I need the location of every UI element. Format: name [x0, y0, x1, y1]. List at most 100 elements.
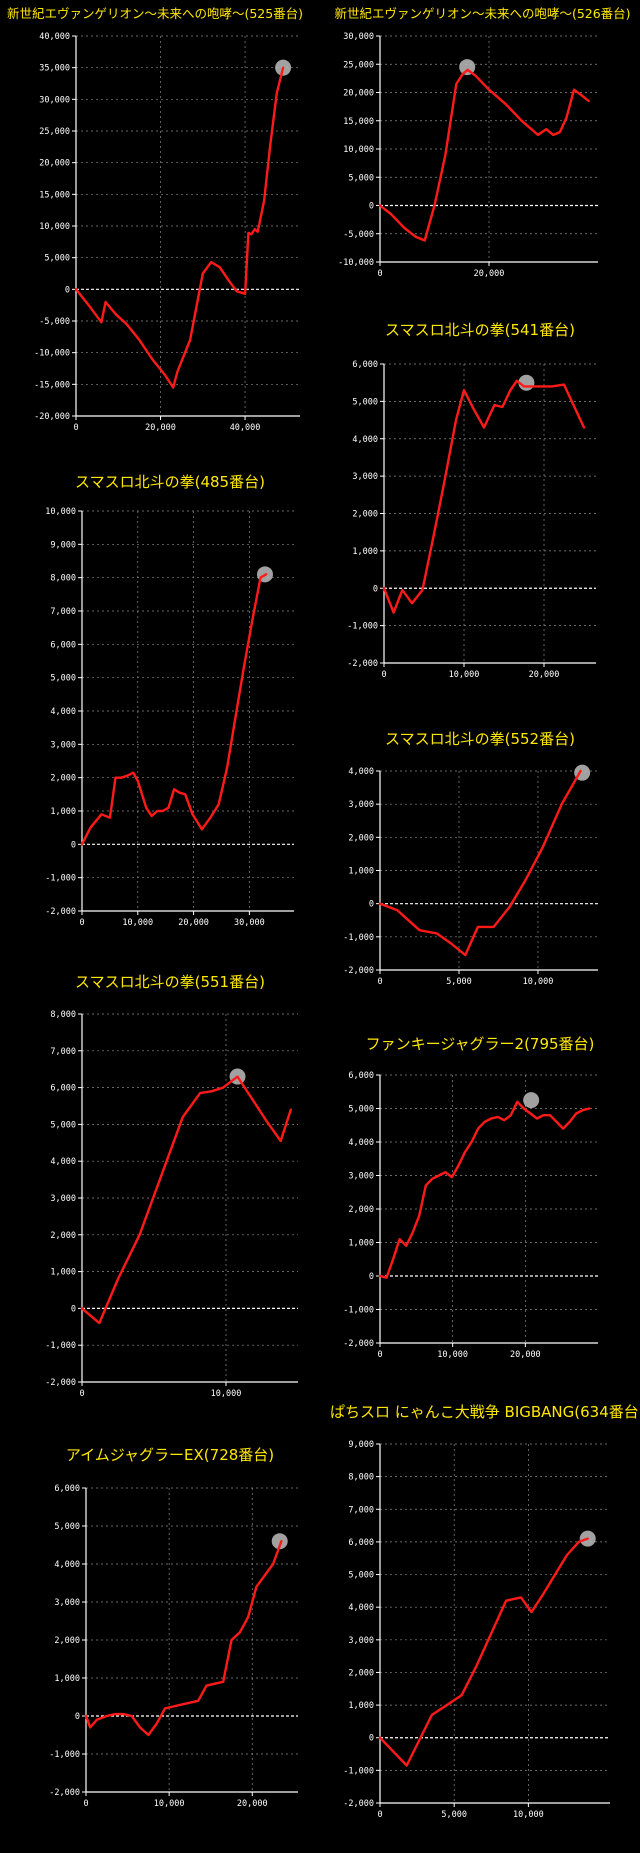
y-tick-label: 0 [373, 584, 378, 594]
series-line [80, 573, 268, 846]
y-tick-label: 1,000 [348, 1701, 374, 1711]
y-tick-label: 2,000 [348, 1668, 374, 1678]
y-tick-label: 0 [369, 1734, 374, 1744]
x-tick-label: 0 [377, 1350, 382, 1360]
y-tick-label: 6,000 [352, 360, 378, 370]
y-tick-label: 10,000 [45, 507, 76, 517]
y-tick-label: 1,000 [50, 807, 76, 817]
x-tick-label: 10,000 [513, 1810, 544, 1820]
x-tick-label: 0 [79, 918, 84, 928]
x-tick-label: 10,000 [437, 1350, 468, 1360]
y-tick-label: 0 [65, 285, 70, 295]
y-tick-label: 0 [369, 202, 374, 212]
y-tick-label: 2,000 [348, 833, 374, 843]
y-tick-label: -2,000 [343, 1799, 374, 1809]
x-tick-label: 10,000 [449, 670, 480, 680]
y-tick-label: -5,000 [39, 317, 70, 327]
y-tick-label: -1,000 [45, 874, 76, 884]
y-tick-label: 1,000 [348, 1239, 374, 1249]
y-tick-label: 5,000 [54, 1522, 80, 1532]
y-tick-label: -1,000 [343, 1766, 374, 1776]
y-tick-label: 5,000 [348, 1105, 374, 1115]
chart-title: ファンキージャグラー2(795番台) [365, 1035, 595, 1053]
series-line [84, 1539, 283, 1737]
y-tick-label: 10,000 [39, 222, 70, 232]
chart-title: スマスロ北斗の拳(541番台) [385, 321, 575, 339]
x-tick-label: 5,000 [446, 977, 472, 987]
x-tick-label: 10,000 [211, 1389, 242, 1399]
y-tick-label: -1,000 [347, 622, 378, 632]
series-line [80, 1075, 292, 1325]
chart-title: スマスロ北斗の拳(551番台) [75, 973, 265, 991]
y-tick-label: 3,000 [50, 740, 76, 750]
y-tick-label: 0 [369, 1272, 374, 1282]
y-tick-label: 15,000 [343, 117, 374, 127]
y-tick-label: 10,000 [343, 145, 374, 155]
y-tick-label: -2,000 [347, 659, 378, 669]
x-tick-label: 0 [381, 670, 386, 680]
y-tick-label: 0 [75, 1712, 80, 1722]
y-tick-label: 2,000 [352, 510, 378, 520]
x-tick-label: 20,000 [178, 918, 209, 928]
x-tick-label: 0 [73, 423, 78, 433]
y-tick-label: 20,000 [343, 89, 374, 99]
y-tick-label: 0 [369, 900, 374, 910]
y-tick-label: 9,000 [50, 540, 76, 550]
x-tick-label: 20,000 [474, 269, 505, 279]
chart-title: スマスロ北斗の拳(485番台) [75, 473, 265, 491]
y-tick-label: 4,000 [54, 1560, 80, 1570]
x-tick-label: 20,000 [145, 423, 176, 433]
y-tick-label: 4,000 [50, 1157, 76, 1167]
y-tick-label: -5,000 [343, 230, 374, 240]
x-tick-label: 10,000 [122, 918, 153, 928]
y-tick-label: -20,000 [34, 412, 70, 422]
y-tick-label: 1,000 [54, 1674, 80, 1684]
y-tick-label: 4,000 [348, 767, 374, 777]
y-tick-label: 3,000 [348, 1636, 374, 1646]
y-tick-label: 1,000 [352, 547, 378, 557]
series-line [382, 379, 586, 614]
y-tick-label: 1,000 [50, 1268, 76, 1278]
y-tick-label: 2,000 [348, 1205, 374, 1215]
x-tick-label: 40,000 [230, 423, 261, 433]
y-tick-label: -2,000 [45, 907, 76, 917]
chart-title: 新世紀エヴァンゲリオン〜未来への咆哮〜(526番台) [334, 6, 631, 21]
x-tick-label: 5,000 [441, 1810, 467, 1820]
x-tick-label: 10,000 [523, 977, 554, 987]
y-tick-label: 25,000 [343, 60, 374, 70]
y-tick-label: -10,000 [34, 349, 70, 359]
y-tick-label: 3,000 [54, 1598, 80, 1608]
y-tick-label: 30,000 [39, 95, 70, 105]
y-tick-label: 6,000 [348, 1538, 374, 1548]
series-line [378, 1537, 589, 1767]
y-tick-label: 2,000 [54, 1636, 80, 1646]
y-tick-label: 7,000 [50, 1047, 76, 1057]
y-tick-label: 4,000 [352, 435, 378, 445]
x-tick-label: 20,000 [237, 1799, 268, 1809]
x-tick-label: 0 [79, 1389, 84, 1399]
y-tick-label: 3,000 [50, 1194, 76, 1204]
series-line [74, 66, 285, 389]
y-tick-label: -15,000 [34, 380, 70, 390]
y-tick-label: 25,000 [39, 127, 70, 137]
y-tick-label: 7,000 [50, 607, 76, 617]
chart-title: ぱちスロ にゃんこ大戦争 BIGBANG(634番台) [330, 1403, 640, 1421]
y-tick-label: -1,000 [49, 1750, 80, 1760]
x-tick-label: 0 [377, 1810, 382, 1820]
y-tick-label: 8,000 [348, 1473, 374, 1483]
y-tick-label: 3,000 [352, 472, 378, 482]
y-tick-label: 4,000 [348, 1603, 374, 1613]
y-tick-label: 2,000 [50, 774, 76, 784]
y-tick-label: 5,000 [348, 1571, 374, 1581]
x-tick-label: 0 [377, 977, 382, 987]
series-line [378, 68, 590, 242]
chart-title: アイムジャグラーEX(728番台) [65, 1446, 275, 1464]
y-tick-label: 6,000 [348, 1071, 374, 1081]
y-tick-label: 5,000 [50, 1120, 76, 1130]
